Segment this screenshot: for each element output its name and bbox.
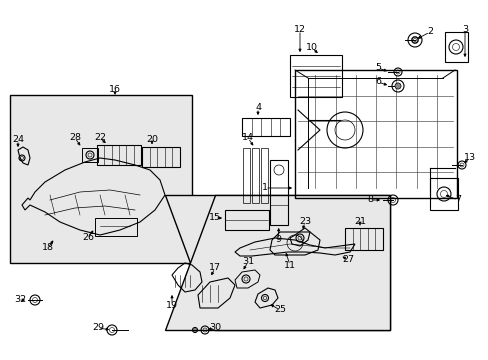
Bar (242, 118, 289, 136)
Text: 20: 20 (146, 135, 158, 144)
Text: 22: 22 (94, 134, 106, 143)
Text: 29: 29 (92, 324, 104, 333)
Text: 12: 12 (293, 26, 305, 35)
Bar (142, 147, 180, 167)
Text: 19: 19 (165, 301, 178, 310)
Text: 21: 21 (353, 217, 365, 226)
Bar (10, 95, 192, 263)
Text: 25: 25 (273, 306, 285, 315)
Text: 6: 6 (374, 77, 380, 86)
Text: 4: 4 (254, 104, 261, 112)
Text: 27: 27 (341, 256, 353, 265)
Polygon shape (164, 195, 389, 330)
Bar (251, 148, 259, 203)
Text: 2: 2 (426, 27, 432, 36)
Text: 15: 15 (208, 213, 221, 222)
Text: 18: 18 (42, 243, 54, 252)
Text: 28: 28 (69, 134, 81, 143)
Bar (289, 55, 341, 97)
Text: 26: 26 (82, 234, 94, 243)
Text: 13: 13 (463, 153, 475, 162)
Bar (243, 148, 249, 203)
Bar (261, 148, 267, 203)
Bar (95, 218, 137, 236)
Bar (429, 178, 457, 210)
Text: 32: 32 (14, 296, 26, 305)
Text: 8: 8 (366, 195, 372, 204)
Bar (345, 228, 382, 250)
Text: 17: 17 (208, 264, 221, 273)
Text: 10: 10 (305, 44, 317, 53)
Bar (224, 210, 268, 230)
Text: 30: 30 (208, 324, 221, 333)
Text: 1: 1 (262, 184, 267, 193)
Text: 3: 3 (461, 26, 467, 35)
Text: 31: 31 (242, 257, 254, 266)
Polygon shape (164, 195, 389, 330)
Text: 24: 24 (12, 135, 24, 144)
Bar (294, 70, 456, 198)
Text: 7: 7 (454, 195, 460, 204)
Bar (97, 145, 141, 165)
Text: 23: 23 (298, 217, 310, 226)
Text: 14: 14 (242, 134, 253, 143)
Bar (269, 160, 287, 225)
Circle shape (394, 83, 400, 89)
Text: 5: 5 (374, 63, 380, 72)
Bar (82, 148, 98, 162)
Text: 16: 16 (109, 85, 121, 94)
Text: 11: 11 (284, 261, 295, 270)
Bar (444, 32, 467, 62)
Text: 9: 9 (274, 235, 281, 244)
